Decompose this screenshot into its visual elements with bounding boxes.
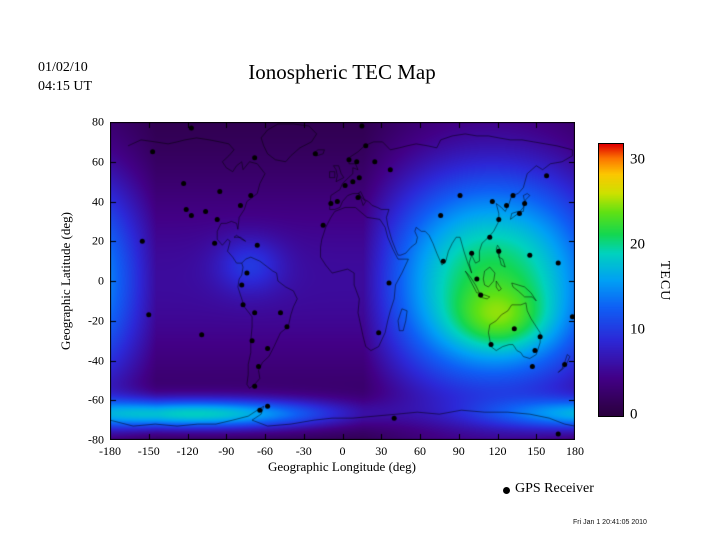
y-tick-label: 80 [92,114,104,129]
x-tick-label: -60 [257,444,273,458]
gps-receiver-legend-label: GPS Receiver [515,481,594,496]
y-tick-label: 40 [92,194,104,208]
colorbar [598,143,624,417]
x-tick-label: 150 [527,444,546,458]
gps-receiver-dot-icon [503,487,510,494]
x-tick-label: -30 [295,444,312,458]
x-tick-label: -150 [137,444,160,458]
y-tick-label: 60 [92,154,104,169]
x-axis-title: Geographic Longitude (deg) [267,459,417,474]
x-tick-label: -90 [218,444,235,458]
tec-heatmap-canvas [110,122,575,440]
colorbar-unit-label: TECU [657,260,672,302]
y-tick-label: 0 [98,273,104,288]
y-axis-tick-labels: 80 60 40 20 0 -20 -40 -60 -80 [0,0,110,540]
x-tick-label: 120 [488,444,507,458]
colorbar-tick-label: 10 [630,321,645,338]
time-label: 04:15 UT [38,79,93,94]
x-tick-label: -120 [176,444,199,458]
date-label: 01/02/10 [38,60,88,75]
y-tick-label: -40 [88,353,104,367]
x-tick-label: 0 [339,444,346,458]
x-tick-label: 60 [414,444,426,458]
x-axis-tick-labels: -180 -150 -120 -90 -60 -30 0 30 60 90 120 150 180 [0,444,720,460]
y-tick-label: -20 [88,313,104,328]
colorbar-tick-label: 0 [630,406,638,423]
colorbar-tick-label: 20 [630,236,645,253]
y-tick-label: -80 [88,432,104,447]
x-tick-label: 90 [452,444,465,458]
y-tick-label: -60 [88,392,104,407]
x-tick-label: 30 [375,444,388,458]
colorbar-tick-label: 30 [630,151,645,168]
date-time-block: 01/02/10 04:15 UT [38,58,92,96]
page-title: Ionospheric TEC Map [248,60,436,84]
x-tick-label: -180 [99,444,121,458]
y-tick-label: 20 [92,233,104,248]
x-tick-label: 180 [566,444,584,458]
creation-timestamp: Fri Jan 1 20:41:05 2010 [573,519,647,526]
